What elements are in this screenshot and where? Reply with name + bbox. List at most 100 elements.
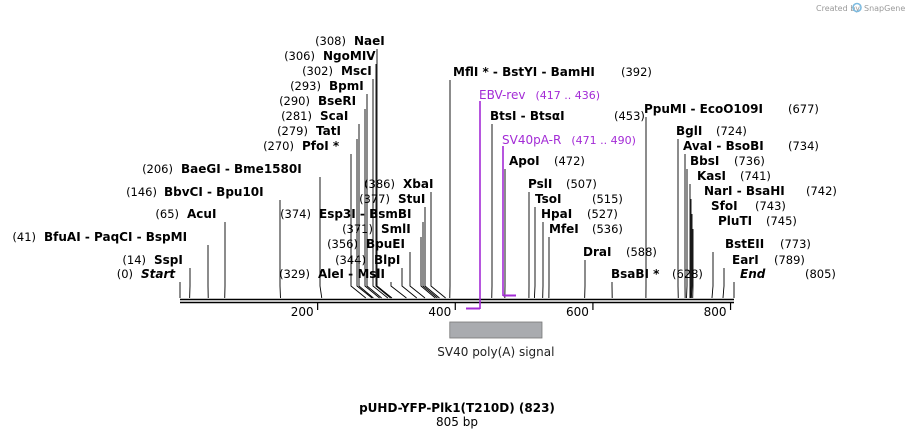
- site-name[interactable]: TsoI: [535, 192, 561, 206]
- plasmid-title: pUHD-YFP-Plk1(T210D) (823): [359, 401, 555, 415]
- site-position: (628): [672, 267, 703, 281]
- site-name[interactable]: BseRI: [318, 94, 356, 108]
- primers: EBV-rev (417 .. 436) SV40pA-R (471 .. 490): [466, 88, 636, 310]
- site-position: (677): [788, 102, 819, 116]
- site-position: (0): [117, 267, 133, 281]
- site-name[interactable]: PluTI: [718, 214, 752, 228]
- site-name[interactable]: BglI: [676, 124, 702, 138]
- site-name[interactable]: NgoMIV: [323, 49, 376, 63]
- site-name[interactable]: SmlI: [381, 222, 411, 236]
- site-position: (14): [122, 253, 146, 267]
- site-position: (329): [279, 267, 310, 281]
- site-name[interactable]: MfeI: [549, 222, 579, 236]
- site-position: (302): [302, 64, 333, 78]
- site-name[interactable]: SspI: [154, 253, 183, 267]
- site-position: (588): [626, 245, 657, 259]
- site-leader-line: [319, 177, 323, 299]
- site-leader-line: [409, 252, 426, 299]
- site-position: (789): [774, 253, 805, 267]
- site-position: (306): [284, 49, 315, 63]
- primer-name: SV40pA-R: [502, 133, 561, 147]
- site-name[interactable]: BfuAI - PaqCI - BspMI: [44, 230, 187, 244]
- site-leader-line: [390, 282, 407, 299]
- site-name[interactable]: ScaI: [320, 109, 348, 123]
- site-name[interactable]: StuI: [398, 192, 425, 206]
- site-name[interactable]: MscI: [341, 64, 372, 78]
- plasmid-length: 805 bp: [436, 415, 478, 429]
- site-name[interactable]: PpuMI - EcoO109I: [644, 102, 763, 116]
- site-name[interactable]: DraI: [583, 245, 611, 259]
- site-name[interactable]: MflI * - BstYI - BamHI: [453, 65, 595, 79]
- site-name[interactable]: PfoI *: [302, 139, 340, 153]
- site-leader-line: [375, 64, 391, 299]
- site-name[interactable]: NarI - BsaHI: [704, 184, 785, 198]
- site-position: (736): [734, 154, 765, 168]
- site-name[interactable]: BbvCI - Bpu10I: [164, 185, 264, 199]
- site-position: (293): [290, 79, 321, 93]
- site-leader-line: [366, 94, 382, 299]
- site-name[interactable]: BbsI: [690, 154, 719, 168]
- axis-ticks: 200 400 600 800: [291, 303, 732, 319]
- site-position: (41): [12, 230, 36, 244]
- axis-tick-label: 200: [291, 305, 314, 319]
- site-name[interactable]: Esp3I - BsmBI: [319, 207, 411, 221]
- site-name[interactable]: EarI: [732, 253, 759, 267]
- site-position: (507): [566, 177, 597, 191]
- site-position: (741): [740, 169, 771, 183]
- site-position: (805): [805, 267, 836, 281]
- primer-range: (471 .. 490): [571, 134, 636, 147]
- site-name[interactable]: PslI: [528, 177, 552, 191]
- primer-label[interactable]: EBV-rev (417 .. 436): [479, 88, 600, 102]
- site-position: (386): [364, 177, 395, 191]
- site-lines: [179, 49, 735, 299]
- site-leader-line: [690, 214, 693, 299]
- site-position: (453): [614, 109, 645, 123]
- snapgene-logo-icon: [852, 2, 862, 13]
- site-name[interactable]: HpaI: [541, 207, 572, 221]
- site-name[interactable]: BpmI: [329, 79, 364, 93]
- credit-brand: SnapGene: [864, 4, 905, 13]
- site-position: (472): [554, 154, 585, 168]
- credit-text: Created by: [816, 4, 860, 13]
- site-leader-line: [372, 79, 389, 299]
- site-position: (308): [315, 34, 346, 48]
- site-position: (773): [780, 237, 811, 251]
- site-leader-line: [420, 237, 436, 299]
- axis-tick-label: 800: [704, 305, 727, 319]
- site-name[interactable]: AcuI: [187, 207, 216, 221]
- site-leader-line: [430, 192, 446, 299]
- site-name[interactable]: BlpI: [374, 253, 400, 267]
- site-position: (270): [263, 139, 294, 153]
- site-name[interactable]: XbaI: [403, 177, 433, 191]
- site-name[interactable]: TatI: [316, 124, 341, 138]
- site-name[interactable]: ApoI: [509, 154, 540, 168]
- sv40-polya-feature[interactable]: [449, 321, 543, 339]
- site-name[interactable]: SfoI: [711, 199, 738, 213]
- site-labels: (0) Start(14) SspI (41) BfuAI - PaqCI - BspM…: [12, 34, 837, 281]
- site-name[interactable]: End: [740, 267, 766, 281]
- site-position: (724): [716, 124, 747, 138]
- site-name[interactable]: NaeI: [354, 34, 385, 48]
- site-name[interactable]: BstEII: [725, 237, 764, 251]
- site-leader-line: [401, 268, 418, 299]
- site-name[interactable]: BsaBI *: [611, 267, 660, 281]
- site-position: (745): [766, 214, 797, 228]
- primer-name: EBV-rev: [479, 88, 525, 102]
- site-position: (371): [342, 222, 373, 236]
- site-leader-line: [358, 124, 374, 299]
- primer-range: (417 .. 436): [535, 89, 600, 102]
- site-name[interactable]: AvaI - BsoBI: [683, 139, 764, 153]
- site-name[interactable]: BpuEI: [366, 237, 405, 251]
- site-name[interactable]: Start: [141, 267, 176, 281]
- primer-label[interactable]: SV40pA-R (471 .. 490): [502, 133, 636, 147]
- site-leader-line: [533, 207, 536, 299]
- site-name[interactable]: BtsI - BtsαI: [490, 109, 565, 123]
- site-position: (65): [155, 207, 179, 221]
- site-position: (279): [277, 124, 308, 138]
- site-name[interactable]: KasI: [697, 169, 726, 183]
- site-name[interactable]: AleI - MslI: [318, 267, 385, 281]
- site-name[interactable]: BaeGI - Bme1580I: [181, 162, 302, 176]
- site-position: (536): [592, 222, 623, 236]
- site-position: (374): [280, 207, 311, 221]
